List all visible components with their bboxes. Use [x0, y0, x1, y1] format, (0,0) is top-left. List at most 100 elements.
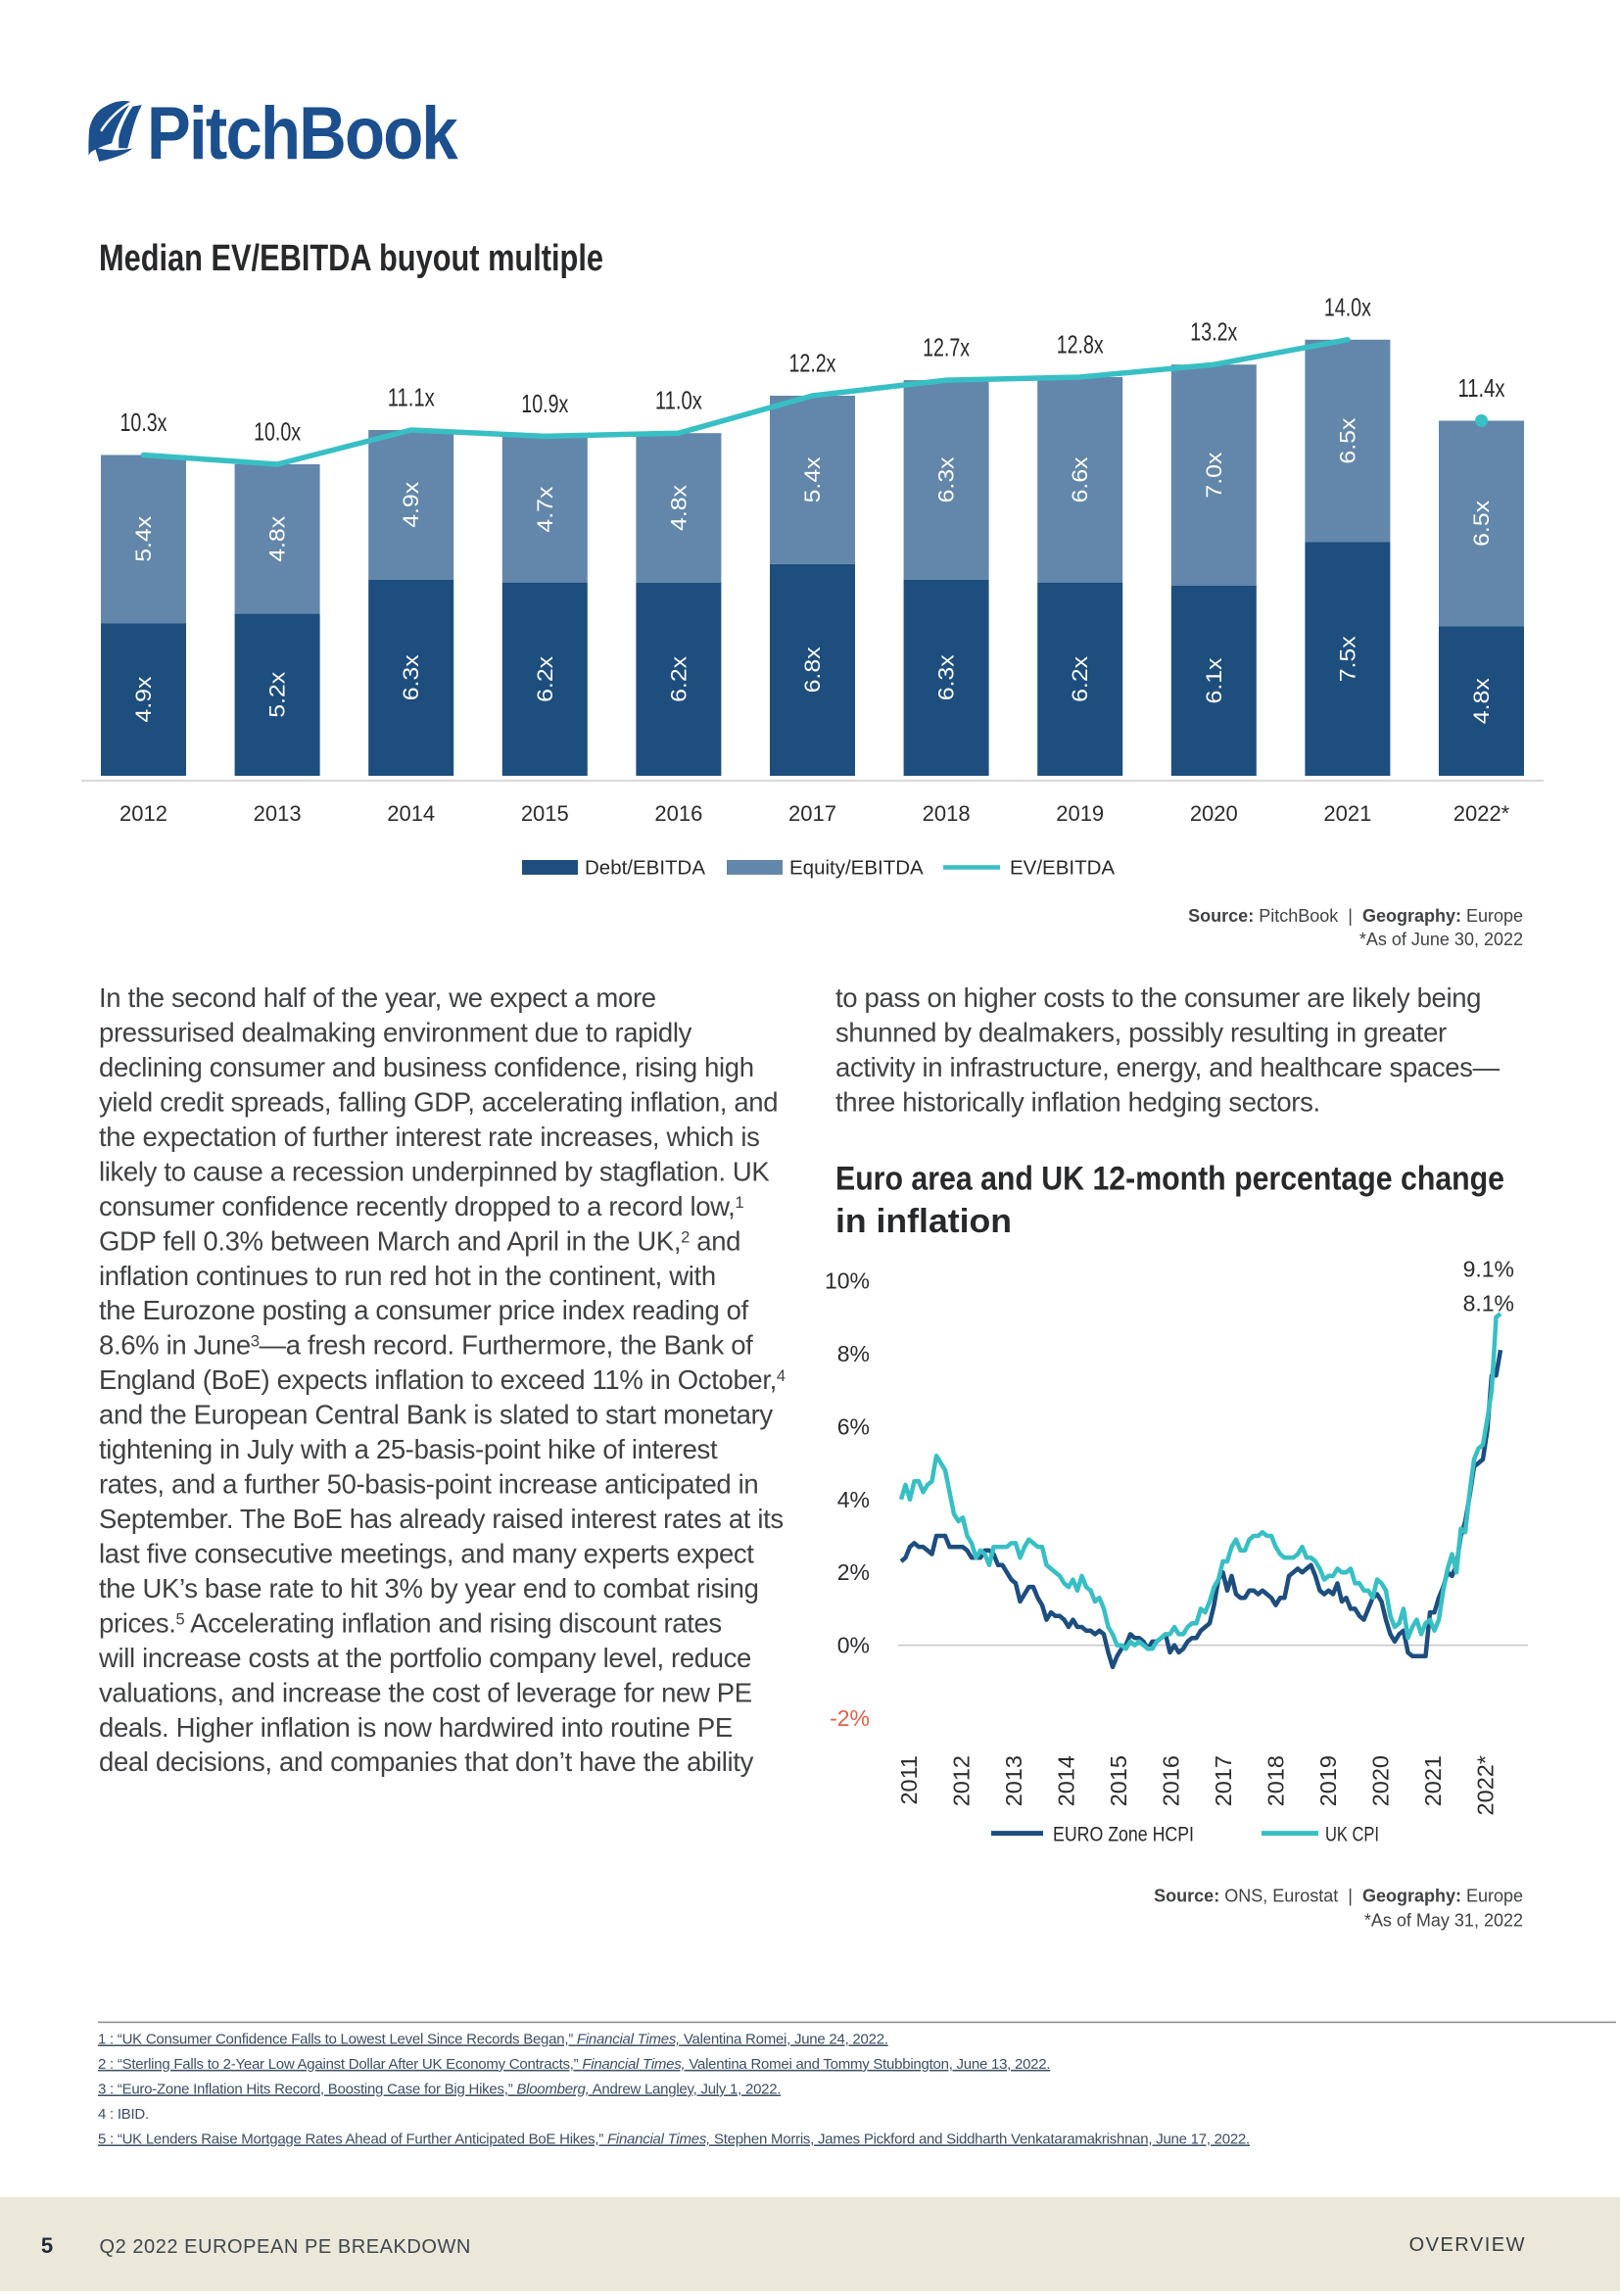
svg-text:likely to cause a recession un: likely to cause a recession underpinned … [99, 1156, 770, 1186]
svg-text:5.4x: 5.4x [131, 516, 156, 562]
svg-text:11.0x: 11.0x [655, 386, 702, 415]
svg-text:5 : “UK Lenders Raise Mortgage: 5 : “UK Lenders Raise Mortgage Rates Ahe… [98, 2131, 1250, 2148]
svg-text:13.2x: 13.2x [1190, 317, 1237, 347]
svg-text:6.5x: 6.5x [1335, 418, 1359, 464]
svg-text:2018: 2018 [1263, 1755, 1289, 1806]
svg-text:7.0x: 7.0x [1202, 453, 1226, 499]
svg-text:consumer confidence recently d: consumer confidence recently dropped to … [99, 1191, 743, 1221]
svg-text:UK CPI: UK CPI [1325, 1824, 1379, 1846]
svg-text:6%: 6% [837, 1413, 870, 1439]
svg-text:6.1x: 6.1x [1202, 658, 1226, 704]
svg-text:three historically inflation h: three historically inflation hedging sec… [835, 1087, 1320, 1118]
svg-text:In the second half of the year: In the second half of the year, we expec… [99, 982, 656, 1013]
svg-text:6.5x: 6.5x [1469, 501, 1494, 547]
svg-text:Q2 2022 EUROPEAN PE BREAKDOWN: Q2 2022 EUROPEAN PE BREAKDOWN [100, 2236, 471, 2258]
svg-text:4.8x: 4.8x [1469, 678, 1494, 724]
svg-text:9.1%: 9.1% [1463, 1257, 1514, 1282]
svg-text:pressurised dealmaking environ: pressurised dealmaking environment due t… [99, 1018, 692, 1048]
svg-text:*As of May 31, 2022: *As of May 31, 2022 [1364, 1910, 1523, 1930]
svg-text:6.3x: 6.3x [934, 654, 959, 700]
svg-text:2021: 2021 [1420, 1755, 1446, 1806]
svg-text:Euro area and UK 12-month perc: Euro area and UK 12-month percentage cha… [835, 1161, 1504, 1198]
svg-text:10%: 10% [825, 1268, 870, 1294]
svg-text:2022*: 2022* [1453, 801, 1510, 826]
svg-text:2021: 2021 [1323, 801, 1371, 826]
svg-text:1 : “UK Consumer Confidence Fa: 1 : “UK Consumer Confidence Falls to Low… [98, 2032, 888, 2048]
svg-text:2011: 2011 [896, 1755, 922, 1805]
svg-text:the Eurozone posting a consume: the Eurozone posting a consumer price in… [99, 1295, 749, 1325]
svg-text:8%: 8% [837, 1341, 870, 1366]
svg-text:7.5x: 7.5x [1335, 636, 1359, 682]
svg-text:5: 5 [41, 2233, 53, 2258]
svg-text:2012: 2012 [119, 801, 167, 826]
svg-text:2020: 2020 [1368, 1755, 1394, 1806]
svg-text:*As of June 30, 2022: *As of June 30, 2022 [1359, 930, 1523, 949]
svg-text:Debt/EBITDA: Debt/EBITDA [585, 857, 705, 880]
svg-text:2013: 2013 [254, 801, 302, 826]
svg-text:September. The BoE has already: September. The BoE has already raised in… [99, 1504, 784, 1534]
svg-text:8.6% in June3​—a fresh record.: 8.6% in June3​—a fresh record. Furthermo… [99, 1330, 753, 1361]
svg-text:14.0x: 14.0x [1324, 292, 1371, 321]
svg-text:2 : “Sterling Falls to 2-Year: 2 : “Sterling Falls to 2-Year Low Agains… [98, 2056, 1050, 2073]
svg-text:Source: PitchBook | Geograph: Source: PitchBook | Geography: Europe [1188, 906, 1523, 926]
svg-text:Equity/EBITDA: Equity/EBITDA [789, 857, 924, 880]
svg-text:2017: 2017 [788, 801, 836, 826]
svg-text:tightening in July with a 25-b: tightening in July with a 25-basis-point… [99, 1434, 718, 1464]
svg-text:4.7x: 4.7x [533, 487, 557, 533]
svg-text:6.3x: 6.3x [399, 654, 423, 700]
svg-text:deal decisions, and companies: deal decisions, and companies that don’t… [99, 1746, 754, 1777]
svg-text:2022*: 2022* [1473, 1755, 1499, 1815]
svg-text:declining consumer and busines: declining consumer and business confiden… [99, 1052, 754, 1082]
svg-text:6.2x: 6.2x [533, 656, 557, 702]
svg-text:2012: 2012 [949, 1755, 975, 1806]
svg-text:2014: 2014 [1054, 1755, 1079, 1806]
svg-text:4.9x: 4.9x [131, 677, 156, 723]
svg-text:4.8x: 4.8x [666, 485, 691, 531]
svg-text:4.8x: 4.8x [265, 516, 290, 562]
svg-text:5.2x: 5.2x [265, 672, 290, 718]
svg-text:2013: 2013 [1001, 1755, 1026, 1806]
svg-text:0%: 0% [837, 1633, 870, 1658]
svg-text:8.1%: 8.1% [1463, 1291, 1514, 1316]
svg-text:last five consecutive meetings: last five consecutive meetings, and many… [99, 1539, 754, 1569]
svg-text:prices.5​ Accelerating inflati: prices.5​ Accelerating inflation and ris… [99, 1607, 722, 1638]
svg-text:OVERVIEW: OVERVIEW [1409, 2234, 1526, 2256]
svg-text:2016: 2016 [1159, 1755, 1184, 1806]
svg-text:inflation continues to run red: inflation continues to run red hot in th… [99, 1261, 716, 1291]
svg-text:6.3x: 6.3x [934, 456, 959, 502]
svg-text:6.2x: 6.2x [666, 656, 691, 702]
svg-text:2017: 2017 [1211, 1755, 1236, 1806]
svg-text:in inflation: in inflation [835, 1203, 1012, 1240]
svg-text:2016: 2016 [654, 801, 702, 826]
svg-text:the UK’s base rate to hit 3% b: the UK’s base rate to hit 3% by year end… [99, 1573, 759, 1603]
svg-text:EV/EBITDA: EV/EBITDA [1010, 857, 1115, 880]
svg-text:will increase costs at the por: will increase costs at the portfolio com… [98, 1643, 751, 1673]
svg-text:10.0x: 10.0x [254, 417, 301, 447]
svg-text:GDP fell 0.3% between March an: GDP fell 0.3% between March and April in… [99, 1225, 740, 1256]
svg-text:4 : IBID.: 4 : IBID. [98, 2106, 149, 2123]
svg-text:6.2x: 6.2x [1068, 656, 1092, 702]
svg-text:2019: 2019 [1056, 801, 1104, 826]
svg-text:4%: 4% [837, 1487, 870, 1512]
svg-text:and the European Central Bank: and the European Central Bank is slated … [99, 1400, 773, 1430]
svg-text:England (BoE) expects inflatio: England (BoE) expects inflation to excee… [99, 1364, 786, 1395]
svg-text:Source: ONS, Eurostat | Geog: Source: ONS, Eurostat | Geography: Europ… [1154, 1887, 1523, 1906]
svg-text:activity in infrastructure, en: activity in infrastructure, energy, and … [835, 1052, 1501, 1082]
svg-text:12.7x: 12.7x [923, 333, 970, 362]
svg-text:Median EV/EBITDA buyout multip: Median EV/EBITDA buyout multiple [99, 238, 603, 279]
svg-text:2%: 2% [837, 1559, 870, 1585]
svg-text:11.4x: 11.4x [1458, 373, 1505, 403]
svg-text:10.9x: 10.9x [521, 389, 568, 418]
svg-text:EURO Zone HCPI: EURO Zone HCPI [1053, 1824, 1194, 1846]
svg-text:6.8x: 6.8x [800, 646, 825, 693]
svg-text:shunned by dealmakers, possibl: shunned by dealmakers, possibly resultin… [835, 1018, 1447, 1048]
svg-text:11.1x: 11.1x [388, 383, 435, 412]
svg-text:rates, and a further 50-basis-: rates, and a further 50-basis-point incr… [99, 1469, 758, 1500]
svg-text:5.4x: 5.4x [800, 456, 825, 502]
svg-text:yield credit spreads, falling: yield credit spreads, falling GDP, accel… [99, 1087, 778, 1118]
svg-text:valuations, and increase the c: valuations, and increase the cost of lev… [99, 1677, 752, 1707]
svg-text:to pass on higher costs to the: to pass on higher costs to the consumer … [835, 982, 1481, 1013]
svg-text:the expectation of further int: the expectation of further interest rate… [99, 1122, 760, 1152]
svg-text:2014: 2014 [387, 801, 435, 826]
svg-text:2015: 2015 [521, 801, 569, 826]
